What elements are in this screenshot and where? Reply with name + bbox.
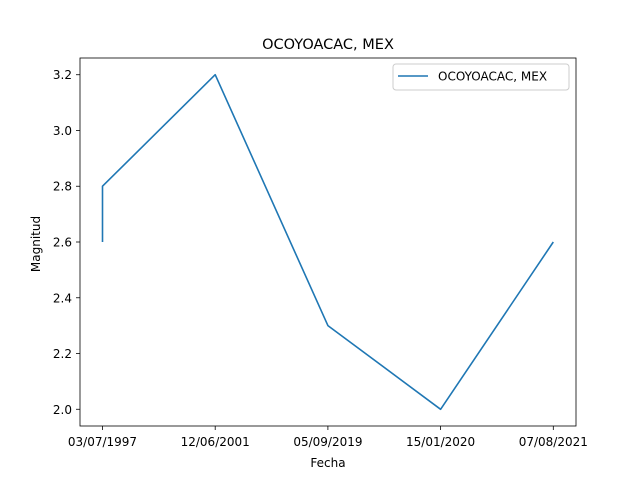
chart-title: OCOYOACAC, MEX <box>262 37 394 53</box>
x-tick-label: 12/06/2001 <box>181 435 250 449</box>
x-axis-label: Fecha <box>310 456 345 470</box>
x-tick-label: 03/07/1997 <box>68 435 137 449</box>
legend-box <box>392 63 570 91</box>
x-tick-label: 07/08/2021 <box>519 435 588 449</box>
legend-label: OCOYOACAC, MEX <box>438 70 547 84</box>
y-tick-label: 3.0 <box>53 124 72 138</box>
y-tick-label: 2.8 <box>53 180 72 194</box>
y-axis-label: Magnitud <box>29 216 43 272</box>
x-tick-label: 05/09/2019 <box>293 435 362 449</box>
y-tick-label: 2.0 <box>53 403 72 417</box>
x-tick-label: 15/01/2020 <box>406 435 475 449</box>
y-tick-label: 3.2 <box>53 68 72 82</box>
axes-frame <box>79 57 577 427</box>
y-tick-label: 2.6 <box>53 236 72 250</box>
plot-area: 03/07/1997 12/06/2001 05/09/2019 15/01/2020… <box>53 57 588 449</box>
y-tick-label: 2.4 <box>53 291 72 305</box>
legend: OCOYOACAC, MEX <box>392 63 570 91</box>
y-tick-label: 2.2 <box>53 347 72 361</box>
series-line <box>101 73 554 411</box>
